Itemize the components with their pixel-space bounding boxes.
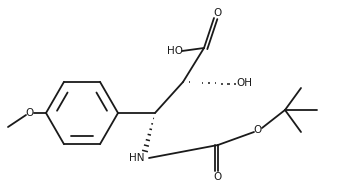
Text: OH: OH	[236, 78, 252, 88]
Text: O: O	[213, 8, 221, 18]
Text: HO: HO	[167, 46, 183, 56]
Text: O: O	[214, 172, 222, 182]
Text: O: O	[26, 108, 34, 118]
Text: O: O	[254, 125, 262, 135]
Text: HN: HN	[129, 153, 145, 163]
